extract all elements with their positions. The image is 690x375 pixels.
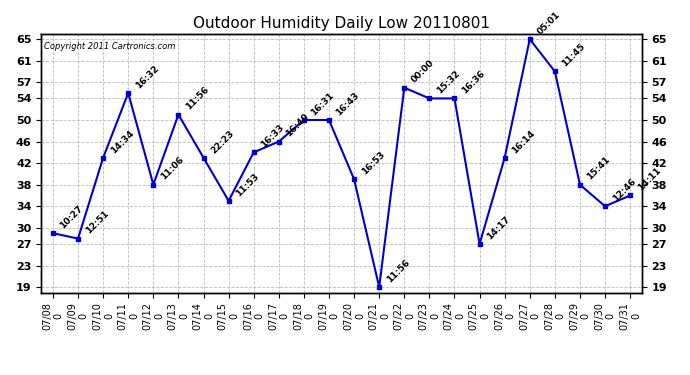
Text: 16:32: 16:32 bbox=[134, 64, 160, 90]
Text: 11:06: 11:06 bbox=[159, 155, 186, 182]
Title: Outdoor Humidity Daily Low 20110801: Outdoor Humidity Daily Low 20110801 bbox=[193, 16, 490, 31]
Text: 10:27: 10:27 bbox=[59, 204, 85, 230]
Text: 11:56: 11:56 bbox=[385, 258, 411, 284]
Text: 14:17: 14:17 bbox=[485, 214, 512, 241]
Text: 15:32: 15:32 bbox=[435, 69, 462, 96]
Text: 11:45: 11:45 bbox=[560, 42, 587, 69]
Text: 16:14: 16:14 bbox=[510, 128, 537, 155]
Text: 16:36: 16:36 bbox=[460, 69, 486, 96]
Text: 16:43: 16:43 bbox=[335, 90, 362, 117]
Text: 11:53: 11:53 bbox=[234, 171, 261, 198]
Text: 16:33: 16:33 bbox=[259, 123, 286, 150]
Text: 14:11: 14:11 bbox=[635, 166, 662, 193]
Text: Copyright 2011 Cartronics.com: Copyright 2011 Cartronics.com bbox=[44, 42, 176, 51]
Text: 22:23: 22:23 bbox=[209, 128, 236, 155]
Text: 00:00: 00:00 bbox=[410, 58, 436, 85]
Text: 16:31: 16:31 bbox=[309, 91, 336, 117]
Text: 12:51: 12:51 bbox=[83, 209, 110, 236]
Text: 12:46: 12:46 bbox=[611, 177, 638, 204]
Text: 15:41: 15:41 bbox=[586, 155, 612, 182]
Text: 16:53: 16:53 bbox=[359, 150, 386, 177]
Text: 05:01: 05:01 bbox=[535, 10, 562, 36]
Text: 14:34: 14:34 bbox=[109, 128, 135, 155]
Text: 11:56: 11:56 bbox=[184, 85, 210, 112]
Text: 16:49: 16:49 bbox=[284, 112, 311, 139]
